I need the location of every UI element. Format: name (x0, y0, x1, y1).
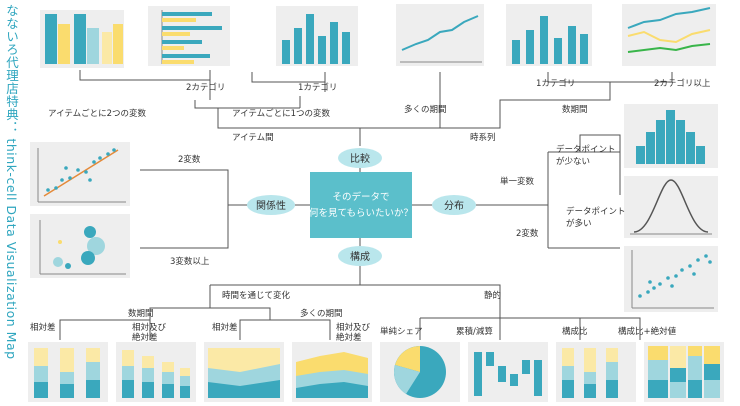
hub-composition: 構成 (338, 246, 382, 266)
label-many-points-1: データポイント (566, 206, 626, 217)
center-question-line-2: 何を見てもらいたいか？ (309, 207, 413, 219)
label-two-plus-categories: 2カテゴリ以上 (654, 78, 711, 89)
chart-panel-mekko (644, 342, 724, 402)
chart-panel-scatter-trend (30, 142, 130, 206)
chart-panel-multi-line (622, 4, 716, 66)
chart-panel-clustered-bars (40, 10, 124, 68)
chart-panel-bubble (30, 214, 130, 278)
chart-panel-stacked-ratio (556, 342, 636, 402)
chart-panel-stacked-100 (28, 342, 108, 402)
label-rel-abs-b-1: 相対及び (336, 322, 371, 333)
chart-panel-bell-curve (624, 176, 718, 238)
side-title-text: なないろ代理店特典： think-cell Data Visualization… (4, 4, 19, 360)
chart-panel-scatter-distribution (624, 246, 718, 312)
label-simple-share: 単純シェア (380, 326, 423, 337)
chart-panel-histogram (624, 104, 718, 168)
chart-panel-waterfall (468, 342, 548, 402)
label-one-category-b: 1カテゴリ (536, 78, 575, 89)
chart-panel-pie (380, 342, 460, 402)
hub-composition-label: 構成 (350, 250, 370, 263)
label-rel-abs-1: 相対及び (132, 322, 167, 333)
chart-panel-horizontal-bars (148, 6, 230, 66)
label-ratio-absolute: 構成比+絶対値 (618, 326, 677, 337)
chart-panel-area-100 (204, 342, 284, 402)
chart-panel-area-abs (292, 342, 372, 402)
hub-relationship: 関係性 (247, 195, 295, 215)
hub-comparison: 比較 (338, 148, 382, 168)
hub-comparison-label: 比較 (350, 152, 370, 165)
label-relationship-two-vars: 2変数 (178, 154, 201, 165)
label-time-series: 時系列 (470, 132, 496, 143)
label-among-items: アイテム間 (232, 133, 274, 143)
label-two-vars-per-item: アイテムごとに2つの変数 (48, 108, 147, 119)
hub-distribution: 分布 (432, 195, 476, 215)
label-few-points-2: が少ない (556, 156, 590, 167)
label-few-points-1: データポイント (556, 144, 616, 155)
label-distribution-two-vars: 2変数 (516, 228, 539, 239)
label-ratio: 構成比 (562, 326, 588, 337)
label-changes-over-time: 時間を通じて変化 (222, 290, 291, 301)
label-static: 静的 (484, 290, 501, 301)
label-comp-few-periods: 数期間 (128, 308, 154, 319)
chart-panel-stacked-abs (116, 342, 196, 402)
hub-distribution-label: 分布 (444, 200, 464, 212)
label-one-var-per-item: アイテムごとに1つの変数 (232, 108, 331, 119)
label-one-category-a: 1カテゴリ (298, 82, 337, 93)
chart-panel-column (276, 6, 358, 66)
label-two-categories: 2カテゴリ (186, 82, 225, 93)
label-rel-abs-b-2: 絶対差 (336, 332, 362, 343)
connector-lines (59, 70, 673, 340)
hub-relationship-label: 関係性 (256, 199, 286, 212)
side-title: なないろ代理店特典： think-cell Data Visualization… (2, 4, 20, 402)
label-relationship-three-vars: 3変数以上 (170, 256, 210, 267)
center-question-line-1: そのデータで (332, 191, 389, 203)
label-few-periods: 数期間 (562, 104, 588, 115)
label-many-periods: 多くの期間 (404, 104, 447, 115)
label-accumulate: 累積/減算 (456, 326, 493, 337)
label-many-points-2: が多い (566, 218, 592, 229)
label-rel-abs-2: 絶対差 (132, 332, 158, 343)
chart-panel-column-single (506, 4, 592, 66)
label-relative-b: 相対差 (212, 322, 238, 333)
label-relative: 相対差 (30, 322, 56, 333)
label-comp-many-periods: 多くの期間 (300, 308, 343, 319)
center-question: そのデータで 何を見てもらいたいか？ (309, 172, 413, 238)
chart-panel-line-single (396, 4, 484, 66)
label-single-variable: 単一変数 (500, 176, 535, 187)
